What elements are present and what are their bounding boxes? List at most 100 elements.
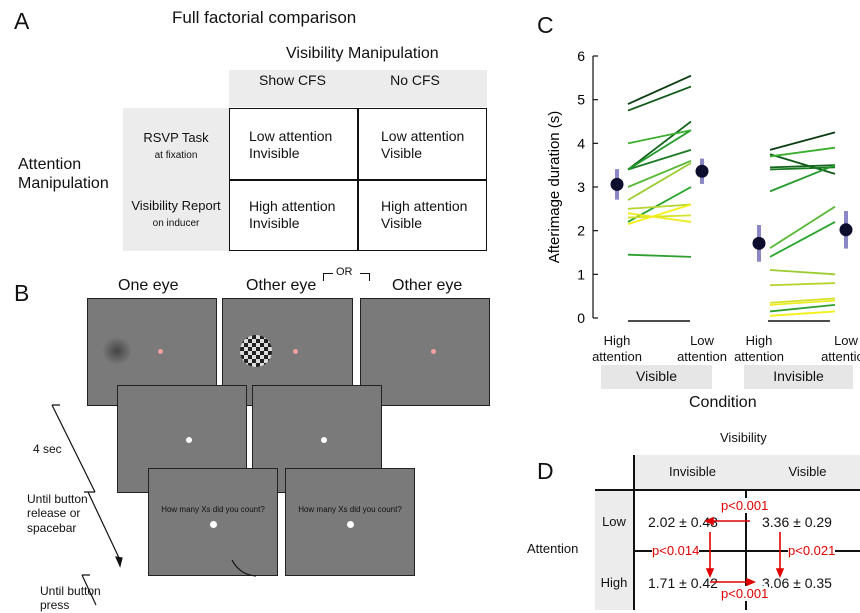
subject-line — [627, 212, 692, 223]
question: How many Xs did you count? — [161, 505, 265, 514]
subject-line — [627, 74, 692, 105]
cell: 2.02 ± 0.43 — [648, 514, 718, 530]
y-tick-label: 4 — [577, 135, 585, 151]
subject-line — [769, 153, 836, 175]
row-title: Attention — [527, 541, 579, 556]
afterimage-patch — [102, 337, 132, 365]
subject-line — [769, 297, 836, 304]
fixation — [293, 349, 298, 354]
y-tick-label: 6 — [577, 48, 585, 64]
p-value: p<0.021 — [788, 543, 836, 558]
inducer — [240, 335, 272, 367]
fixation — [186, 437, 192, 443]
subject-line — [769, 282, 836, 287]
row-label: High — [600, 575, 628, 590]
eye-label: Other eye — [246, 277, 317, 294]
p-value: p<0.001 — [721, 586, 769, 601]
cell: High attention Invisible — [249, 198, 336, 231]
subject-line — [627, 129, 692, 171]
cell: 3.06 ± 0.35 — [762, 575, 832, 591]
table-line — [745, 490, 747, 610]
x-tick-label: High attention — [592, 333, 642, 364]
subject-line — [769, 299, 836, 306]
subject-line — [769, 131, 836, 151]
table-line — [229, 179, 487, 181]
x-axis-title: Condition — [689, 394, 757, 411]
cell: Low attention Visible — [381, 128, 465, 161]
y-tick-label: 0 — [577, 310, 585, 326]
screen: How many Xs did you count? — [285, 468, 415, 576]
subject-line — [769, 166, 836, 171]
panel-letter: B — [14, 280, 30, 306]
subject-line — [769, 221, 836, 258]
fixation — [158, 349, 163, 354]
bracket — [360, 273, 370, 281]
subject-line — [627, 162, 692, 201]
y-axis-title: Afterimage duration (s) — [546, 111, 563, 264]
table-line — [633, 455, 635, 610]
cell: 3.36 ± 0.29 — [762, 514, 832, 530]
subject-line — [627, 186, 692, 223]
header-bg — [633, 455, 860, 490]
panel-letter: A — [14, 8, 30, 34]
cell: High attention Visible — [381, 198, 468, 231]
x-tick-label: Low attention — [677, 333, 727, 364]
subject-line — [769, 310, 836, 317]
mean-dot — [839, 223, 853, 237]
column-title: Visibility — [720, 430, 767, 445]
group-label: Visible — [636, 368, 677, 384]
screen: How many Xs did you count? — [148, 468, 278, 576]
mean-dot — [752, 236, 766, 250]
cell: 1.71 ± 0.42 — [648, 575, 718, 591]
response-dot — [347, 521, 354, 528]
column-header: Show CFS — [259, 72, 326, 88]
fixation — [321, 437, 327, 443]
subject-line — [627, 253, 692, 258]
subject-line — [769, 304, 836, 313]
x-tick-label: High attention — [734, 333, 784, 364]
subject-line — [769, 269, 836, 276]
subject-line — [627, 214, 692, 219]
subject-line — [769, 146, 836, 158]
mean-dot — [610, 177, 624, 191]
p-value: p<0.014 — [652, 543, 700, 558]
column-header: Visible — [788, 464, 827, 479]
row-header-bg — [123, 108, 229, 251]
or-label: OR — [336, 266, 353, 278]
row-label: Low — [602, 514, 626, 529]
row-sublabel: on inducer — [152, 218, 200, 229]
cell: Low attention Invisible — [249, 128, 333, 161]
subject-line — [627, 149, 692, 171]
group-bg — [601, 365, 712, 389]
panel-title: Full factorial comparison — [172, 8, 357, 27]
mean-dot — [695, 164, 709, 178]
table-line — [633, 550, 860, 552]
subject-line — [627, 129, 692, 145]
subject-line — [627, 120, 692, 171]
eye-label: One eye — [118, 277, 179, 294]
y-tick-label: 3 — [577, 179, 585, 195]
panel-letter: C — [537, 12, 554, 38]
row-title: Attention Manipulation — [18, 156, 109, 193]
subject-line — [627, 203, 692, 225]
p-value: p<0.001 — [721, 498, 769, 513]
column-header: No CFS — [390, 72, 440, 88]
subject-line — [627, 159, 692, 188]
y-tick-label: 1 — [577, 266, 585, 282]
x-tick-label: Low attention — [821, 333, 860, 364]
subject-line — [627, 203, 692, 210]
header-bg — [229, 70, 487, 107]
group-label: Invisible — [773, 368, 824, 384]
column-header: Invisible — [669, 464, 716, 479]
y-tick-label: 2 — [577, 223, 585, 239]
row-label: Visibility Report — [131, 198, 221, 213]
y-tick-label: 5 — [577, 92, 585, 108]
subject-line — [627, 85, 692, 112]
subject-line — [769, 164, 836, 169]
subject-line — [769, 164, 836, 193]
question: How many Xs did you count? — [298, 505, 402, 514]
column-title: Visibility Manipulation — [286, 45, 439, 62]
eye-label: Other eye — [392, 277, 463, 294]
